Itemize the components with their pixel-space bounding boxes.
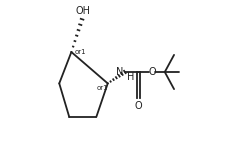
Text: N: N xyxy=(116,67,123,77)
Text: OH: OH xyxy=(76,6,91,16)
Text: or1: or1 xyxy=(75,49,86,55)
Text: or1: or1 xyxy=(97,85,109,91)
Text: H: H xyxy=(127,72,134,82)
Text: O: O xyxy=(148,67,156,77)
Text: O: O xyxy=(135,101,142,111)
